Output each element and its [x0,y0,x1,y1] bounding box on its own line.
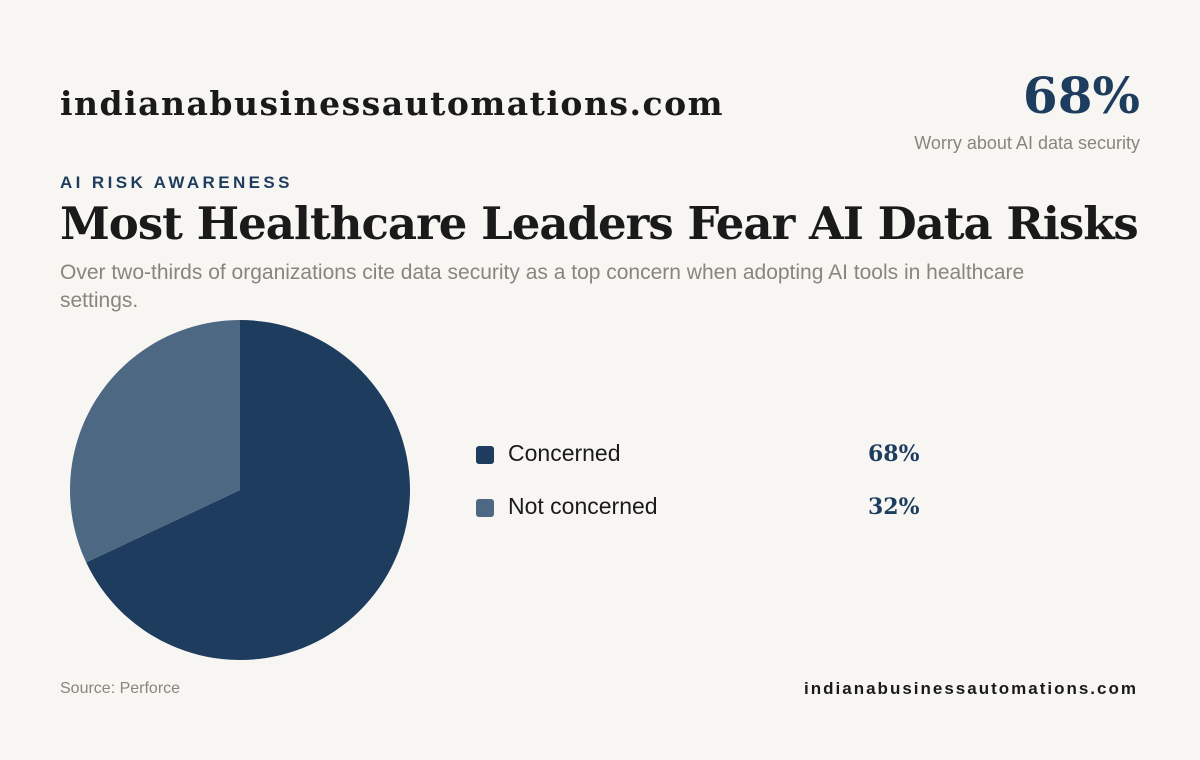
pie-slice-concerned [86,320,411,660]
legend-label-concerned: Concerned [508,440,621,466]
legend-swatch-not-concerned [476,499,494,517]
page-subtitle: Over two-thirds of organizations cite da… [60,261,1025,312]
legend-value-not-concerned: 32% [868,494,920,520]
source-note: Source: Perforce [60,680,181,697]
legend-label-not-concerned: Not concerned [508,493,658,519]
pie-chart [69,320,411,660]
legend-item-not-concerned: Not concerned 32% [476,489,936,542]
legend-value-concerned: 68% [868,441,920,467]
footer-brand: indianabusinessautomations.com [804,679,1138,698]
chart-legend: Concerned 68% Not concerned 32% [476,436,936,542]
headline-stat-caption: Worry about AI data security [914,133,1140,153]
page-title: Most Healthcare Leaders Fear AI Data Ris… [60,197,1139,250]
brand-title: indianabusinessautomations.com [60,84,725,123]
legend-swatch-concerned [476,446,494,464]
headline-stat-value: 68% [1022,66,1140,125]
legend-item-concerned: Concerned 68% [476,436,936,489]
section-eyebrow: AI RISK AWARENESS [60,173,293,192]
pie-slice-not-concerned [69,320,241,563]
